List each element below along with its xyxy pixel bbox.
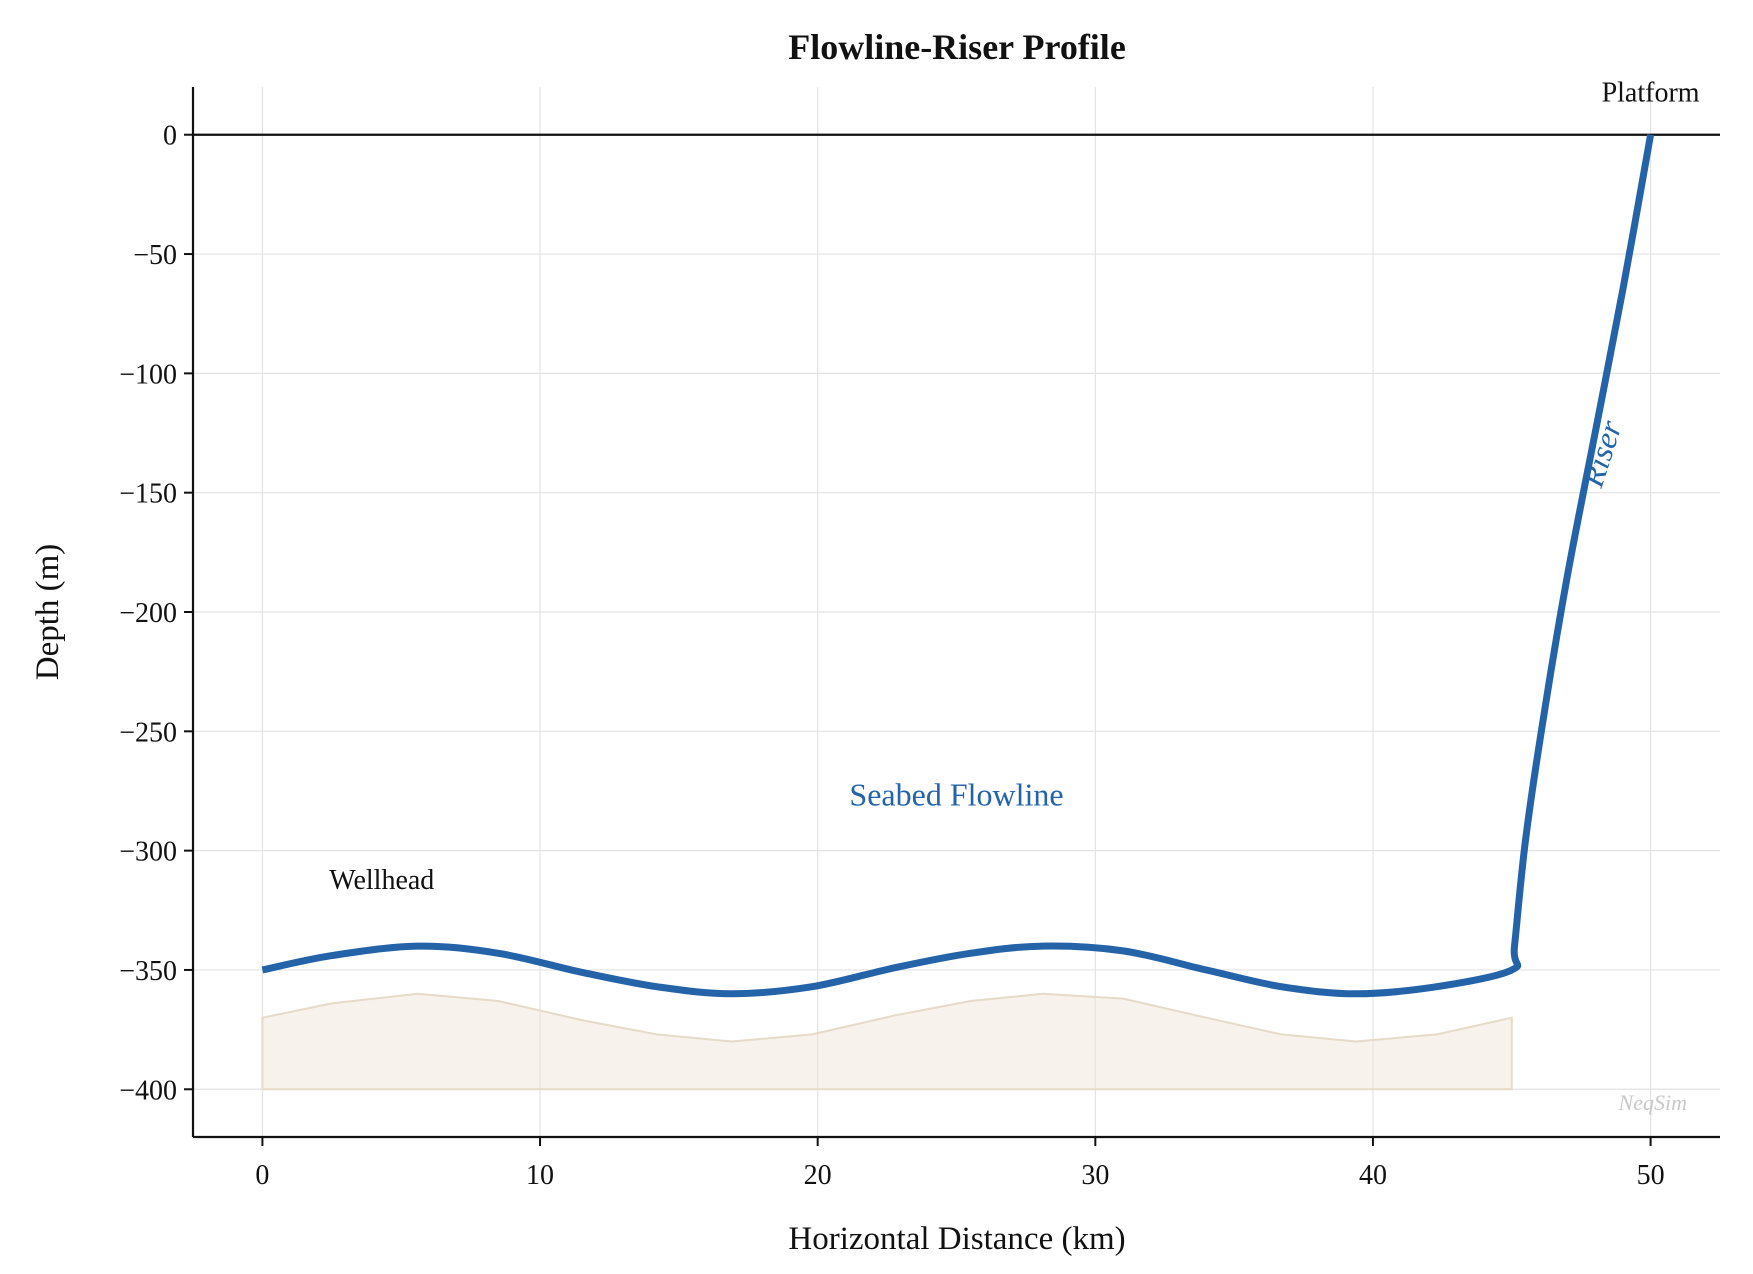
series-layer (261, 134, 1655, 998)
y-tick-label: −350 (119, 956, 177, 987)
y-tick-label: −150 (119, 479, 177, 510)
annotation-seabed-flowline: Seabed Flowline (849, 776, 1063, 812)
watermark-text: NeqSim (1618, 1090, 1687, 1115)
y-ticks: 0 −50 −100 −150 −200 −250 −300 −350 −400 (119, 121, 193, 1106)
annotations: Platform Wellhead Seabed Flowline Riser (329, 77, 1700, 896)
y-axis-label: Depth (m) (30, 544, 66, 681)
flowline-riser-series-line (261, 134, 1655, 998)
x-tick-label: 0 (255, 1160, 269, 1191)
x-axis-label: Horizontal Distance (km) (788, 1221, 1125, 1257)
grid (193, 87, 1720, 1137)
y-tick-label: −250 (119, 717, 177, 748)
x-tick-label: 50 (1637, 1160, 1665, 1191)
x-tick-label: 20 (804, 1160, 832, 1191)
x-tick-label: 10 (526, 1160, 554, 1191)
annotation-platform: Platform (1602, 77, 1700, 108)
seabed-area (261, 992, 1513, 1091)
y-tick-label: −100 (119, 359, 177, 390)
annotation-riser: Riser (1573, 415, 1629, 492)
x-tick-label: 30 (1081, 1160, 1109, 1191)
chart-title: Flowline-Riser Profile (788, 27, 1126, 67)
x-tick-label: 40 (1359, 1160, 1387, 1191)
x-ticks: 0 10 20 30 40 50 (255, 1137, 1665, 1191)
annotation-wellhead: Wellhead (329, 865, 434, 896)
seabed-layer (261, 992, 1513, 1091)
y-tick-label: 0 (163, 121, 177, 152)
y-tick-label: −200 (119, 598, 177, 629)
y-tick-label: −50 (133, 240, 177, 271)
y-tick-label: −400 (119, 1075, 177, 1106)
y-tick-label: −300 (119, 837, 177, 868)
